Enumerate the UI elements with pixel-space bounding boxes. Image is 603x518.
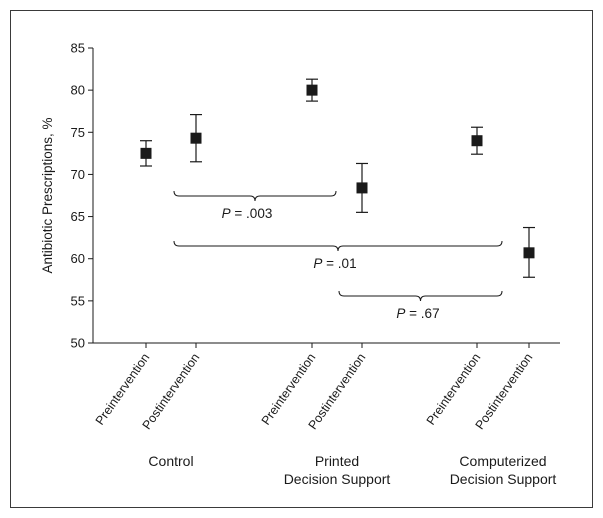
- significance-brace: [338, 290, 503, 302]
- data-point: [356, 182, 368, 194]
- p-value-label: P = .67: [396, 306, 439, 321]
- data-point: [140, 147, 152, 159]
- y-tick-label: 70: [71, 167, 85, 182]
- x-tick-label: Preintervention: [259, 351, 319, 428]
- data-point: [190, 132, 202, 144]
- y-tick-label: 65: [71, 209, 85, 224]
- chart-frame: [10, 10, 593, 508]
- p-value-label: P = .01: [313, 256, 356, 271]
- y-tick-label: 60: [71, 251, 85, 266]
- y-tick-label: 75: [71, 125, 85, 140]
- group-label: Computerized: [459, 453, 546, 469]
- y-tick-label: 55: [71, 293, 85, 308]
- x-tick-label: Preintervention: [424, 351, 484, 428]
- group-label: Decision Support: [284, 471, 391, 487]
- p-value-label: P = .003: [222, 206, 273, 221]
- group-label: Control: [148, 453, 193, 469]
- significance-brace: [173, 240, 503, 252]
- y-tick-label: 50: [71, 336, 85, 351]
- x-tick-label: Postintervention: [473, 351, 536, 432]
- x-tick-label: Preintervention: [93, 351, 153, 428]
- data-point: [471, 135, 483, 147]
- y-tick-label: 80: [71, 83, 85, 98]
- significance-brace: [173, 190, 337, 202]
- y-tick-label: 85: [71, 41, 85, 56]
- y-axis-label: Antibiotic Prescriptions, %: [40, 117, 55, 273]
- data-point: [306, 84, 318, 96]
- group-label: Printed: [315, 453, 359, 469]
- group-label: Decision Support: [450, 471, 557, 487]
- data-point: [523, 247, 535, 259]
